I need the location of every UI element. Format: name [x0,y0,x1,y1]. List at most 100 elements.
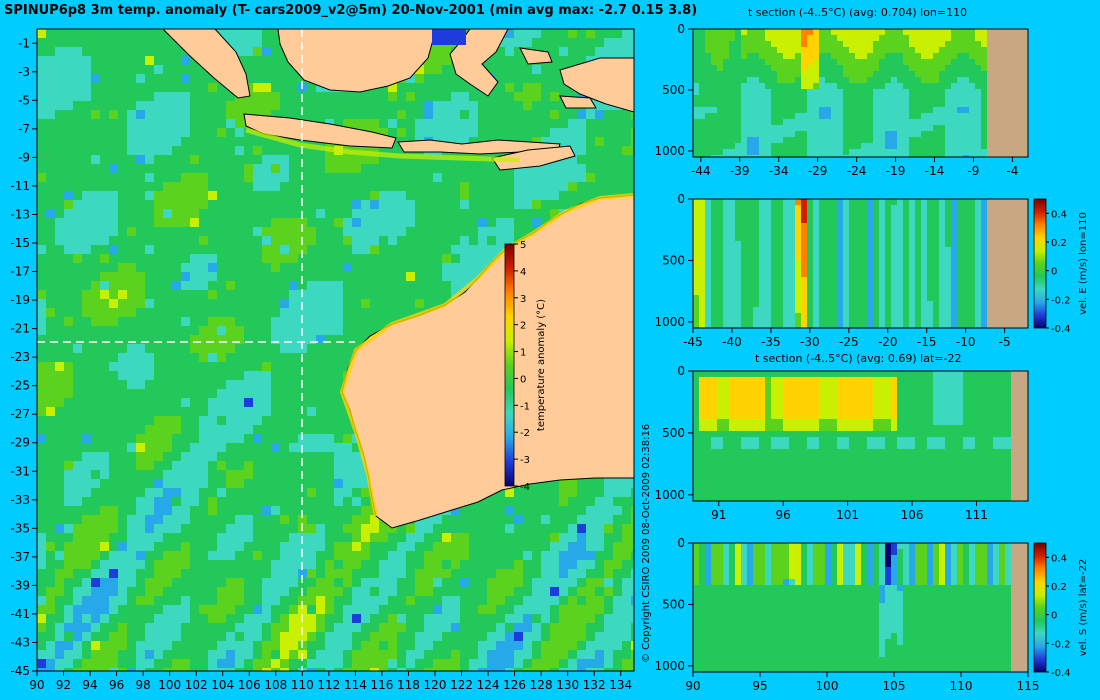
map-land [162,29,634,529]
map-y-tick-label: -25 [10,379,30,393]
section-y-tick-label: 500 [662,426,685,440]
coastal-warm-fringe [339,193,634,517]
section-y-tick-label: 0 [677,192,685,206]
section-x-tick-label: 105 [883,679,906,693]
section-x-tick-label: -14 [925,164,945,178]
vel-colorbar-label: vel. E (m/s) lon=110 [1078,212,1089,315]
section-x-tick-label: 90 [685,679,700,693]
land-borneo [277,29,437,93]
section-x-tick-label: -35 [761,335,781,349]
map-colorbar-gradient [504,243,515,487]
section-panel-1: -44 -39 -34 -29 -24 -19 -14 -9 -4 0 500 1000 [654,22,1029,178]
java-warm-fringe [245,127,521,163]
map-x-tick-label: 114 [344,678,367,692]
section-y-tick-label: 0 [677,536,685,550]
map-colorbar-tick-label: -4 [520,482,530,493]
section-x-tick-label: -10 [956,335,976,349]
map-x-tick-label: 126 [503,678,526,692]
map-y-tick-label: -7 [18,122,30,136]
section-y-tick-label: 0 [677,22,685,36]
map-colorbar-label: temperature anomaly (°C) [536,299,547,431]
section-panel-2: -45 -40 -35 -30 -25 -20 -15 -10 -5 0 500 1000 0.4 0.… [654,192,1089,349]
map-x-tick-label: 106 [238,678,261,692]
map-y-tick-label: -41 [10,607,30,621]
vel-colorbar-tick-label: -0.4 [1051,668,1071,679]
section-panel-4: 90 95 100 105 110 115 0 500 1000 0.4 0.2 0 -0.2 -0.4… [654,536,1089,693]
section-y-tick-label: 1000 [654,488,685,502]
section-x-tick-label: -4 [1006,164,1018,178]
map-y-tick-label: -9 [18,150,30,164]
section-y-tick-label: 1000 [654,659,685,673]
section-x-tick-label: -20 [878,335,898,349]
map-x-tick-label: 112 [317,678,340,692]
map-y-tick-label: -3 [18,65,30,79]
page-title: SPINUP6p8 3m temp. anomaly (T- cars2009_… [4,3,698,18]
section-x-tick-label: -25 [839,335,859,349]
map-colorbar-tick-label: 4 [520,267,526,278]
map-y-tick-label: -17 [10,265,30,279]
section3-title: t section (-4..5°C) (avg: 0.69) lat=-22 [755,352,962,365]
map-y-tick-label: -29 [10,436,30,450]
vel-colorbar-tick-label: -0.4 [1051,324,1071,335]
map-y-tick-label: -39 [10,578,30,592]
map-y-tick-label: -45 [10,664,30,678]
vel-colorbar-tick-label: -0.2 [1051,295,1071,306]
map-x-tick-label: 94 [82,678,97,692]
land-sumatra [162,29,251,99]
section-panel-3: 91 96 101 106 111 0 500 1000 [654,364,1029,522]
vel-colorbar-label: vel. S (m/s) lat=-22 [1078,559,1089,657]
vel-colorbar-tick-label: 0.2 [1051,238,1067,249]
map-x-tick-label: 92 [56,678,71,692]
section-x-tick-label: 106 [901,508,924,522]
map-x-tick-label: 122 [450,678,473,692]
map-x-tick-label: 98 [135,678,150,692]
map-colorbar-tick-label: -2 [520,428,530,439]
vel-colorbar-tick-label: -0.2 [1051,639,1071,650]
land-new-guinea [559,57,634,113]
section-x-tick-label: -45 [683,335,703,349]
map-x-tick-label: 120 [424,678,447,692]
map-x-tick-label: 118 [397,678,420,692]
map-x-tick-label: 104 [211,678,234,692]
section-x-tick-label: -29 [808,164,828,178]
map-y-tick-label: -13 [10,207,30,221]
map-y-tick-label: -5 [18,93,30,107]
section-x-tick-label: -39 [730,164,750,178]
section-x-tick-label: 101 [836,508,859,522]
map-x-tick-label: 110 [291,678,314,692]
map-x-tick-label: 130 [556,678,579,692]
section-x-tick-label: -44 [691,164,711,178]
section-x-tick-label: -5 [999,335,1011,349]
map-x-tick-label: 134 [609,678,632,692]
section-x-tick-label: 111 [965,508,988,522]
section-x-tick-label: 115 [1017,679,1040,693]
section-x-tick-label: -15 [917,335,937,349]
section-x-tick-label: -30 [800,335,820,349]
map-y-tick-label: -11 [10,179,30,193]
section-y-tick-label: 500 [662,597,685,611]
map-y-tick-label: -1 [18,36,30,50]
map-y-axis: -1 -3 -5 -7 -9 -11 -13 -15 -17 -19 -21 -23 -25 -27 -29… [10,36,37,678]
map-colorbar-tick-label: -3 [520,455,530,466]
vel-colorbar-tick-label: 0.4 [1051,209,1067,220]
map-y-tick-label: -35 [10,521,30,535]
section-x-tick-label: -9 [967,164,979,178]
section-x-tick-label: 91 [711,508,726,522]
section-x-tick-label: -24 [847,164,867,178]
map-colorbar-tick-label: 5 [520,240,526,251]
map-frame [36,28,635,672]
map-colorbar-tick-label: 1 [520,348,526,359]
vel-colorbar-tick-label: 0 [1051,611,1057,622]
map-y-tick-label: -19 [10,293,30,307]
map-colorbar: 5 4 3 2 1 0 -1 -2 -3 -4 temperature anomaly (°C) [504,240,547,493]
section-x-tick-label: 96 [776,508,791,522]
map-x-tick-label: 132 [583,678,606,692]
map-x-axis: 90 92 94 96 98 100 102 104 106 108 110 112 114 116 118… [29,671,632,692]
map-y-tick-label: -27 [10,407,30,421]
section-y-tick-label: 0 [677,364,685,378]
section-y-tick-label: 1000 [654,315,685,329]
section-x-tick-label: -40 [722,335,742,349]
map-colorbar-tick-label: 0 [520,374,526,385]
map-colorbar-tick-label: 2 [520,321,526,332]
map-panel: 90 92 94 96 98 100 102 104 106 108 110 112 114 116 118… [10,28,635,692]
